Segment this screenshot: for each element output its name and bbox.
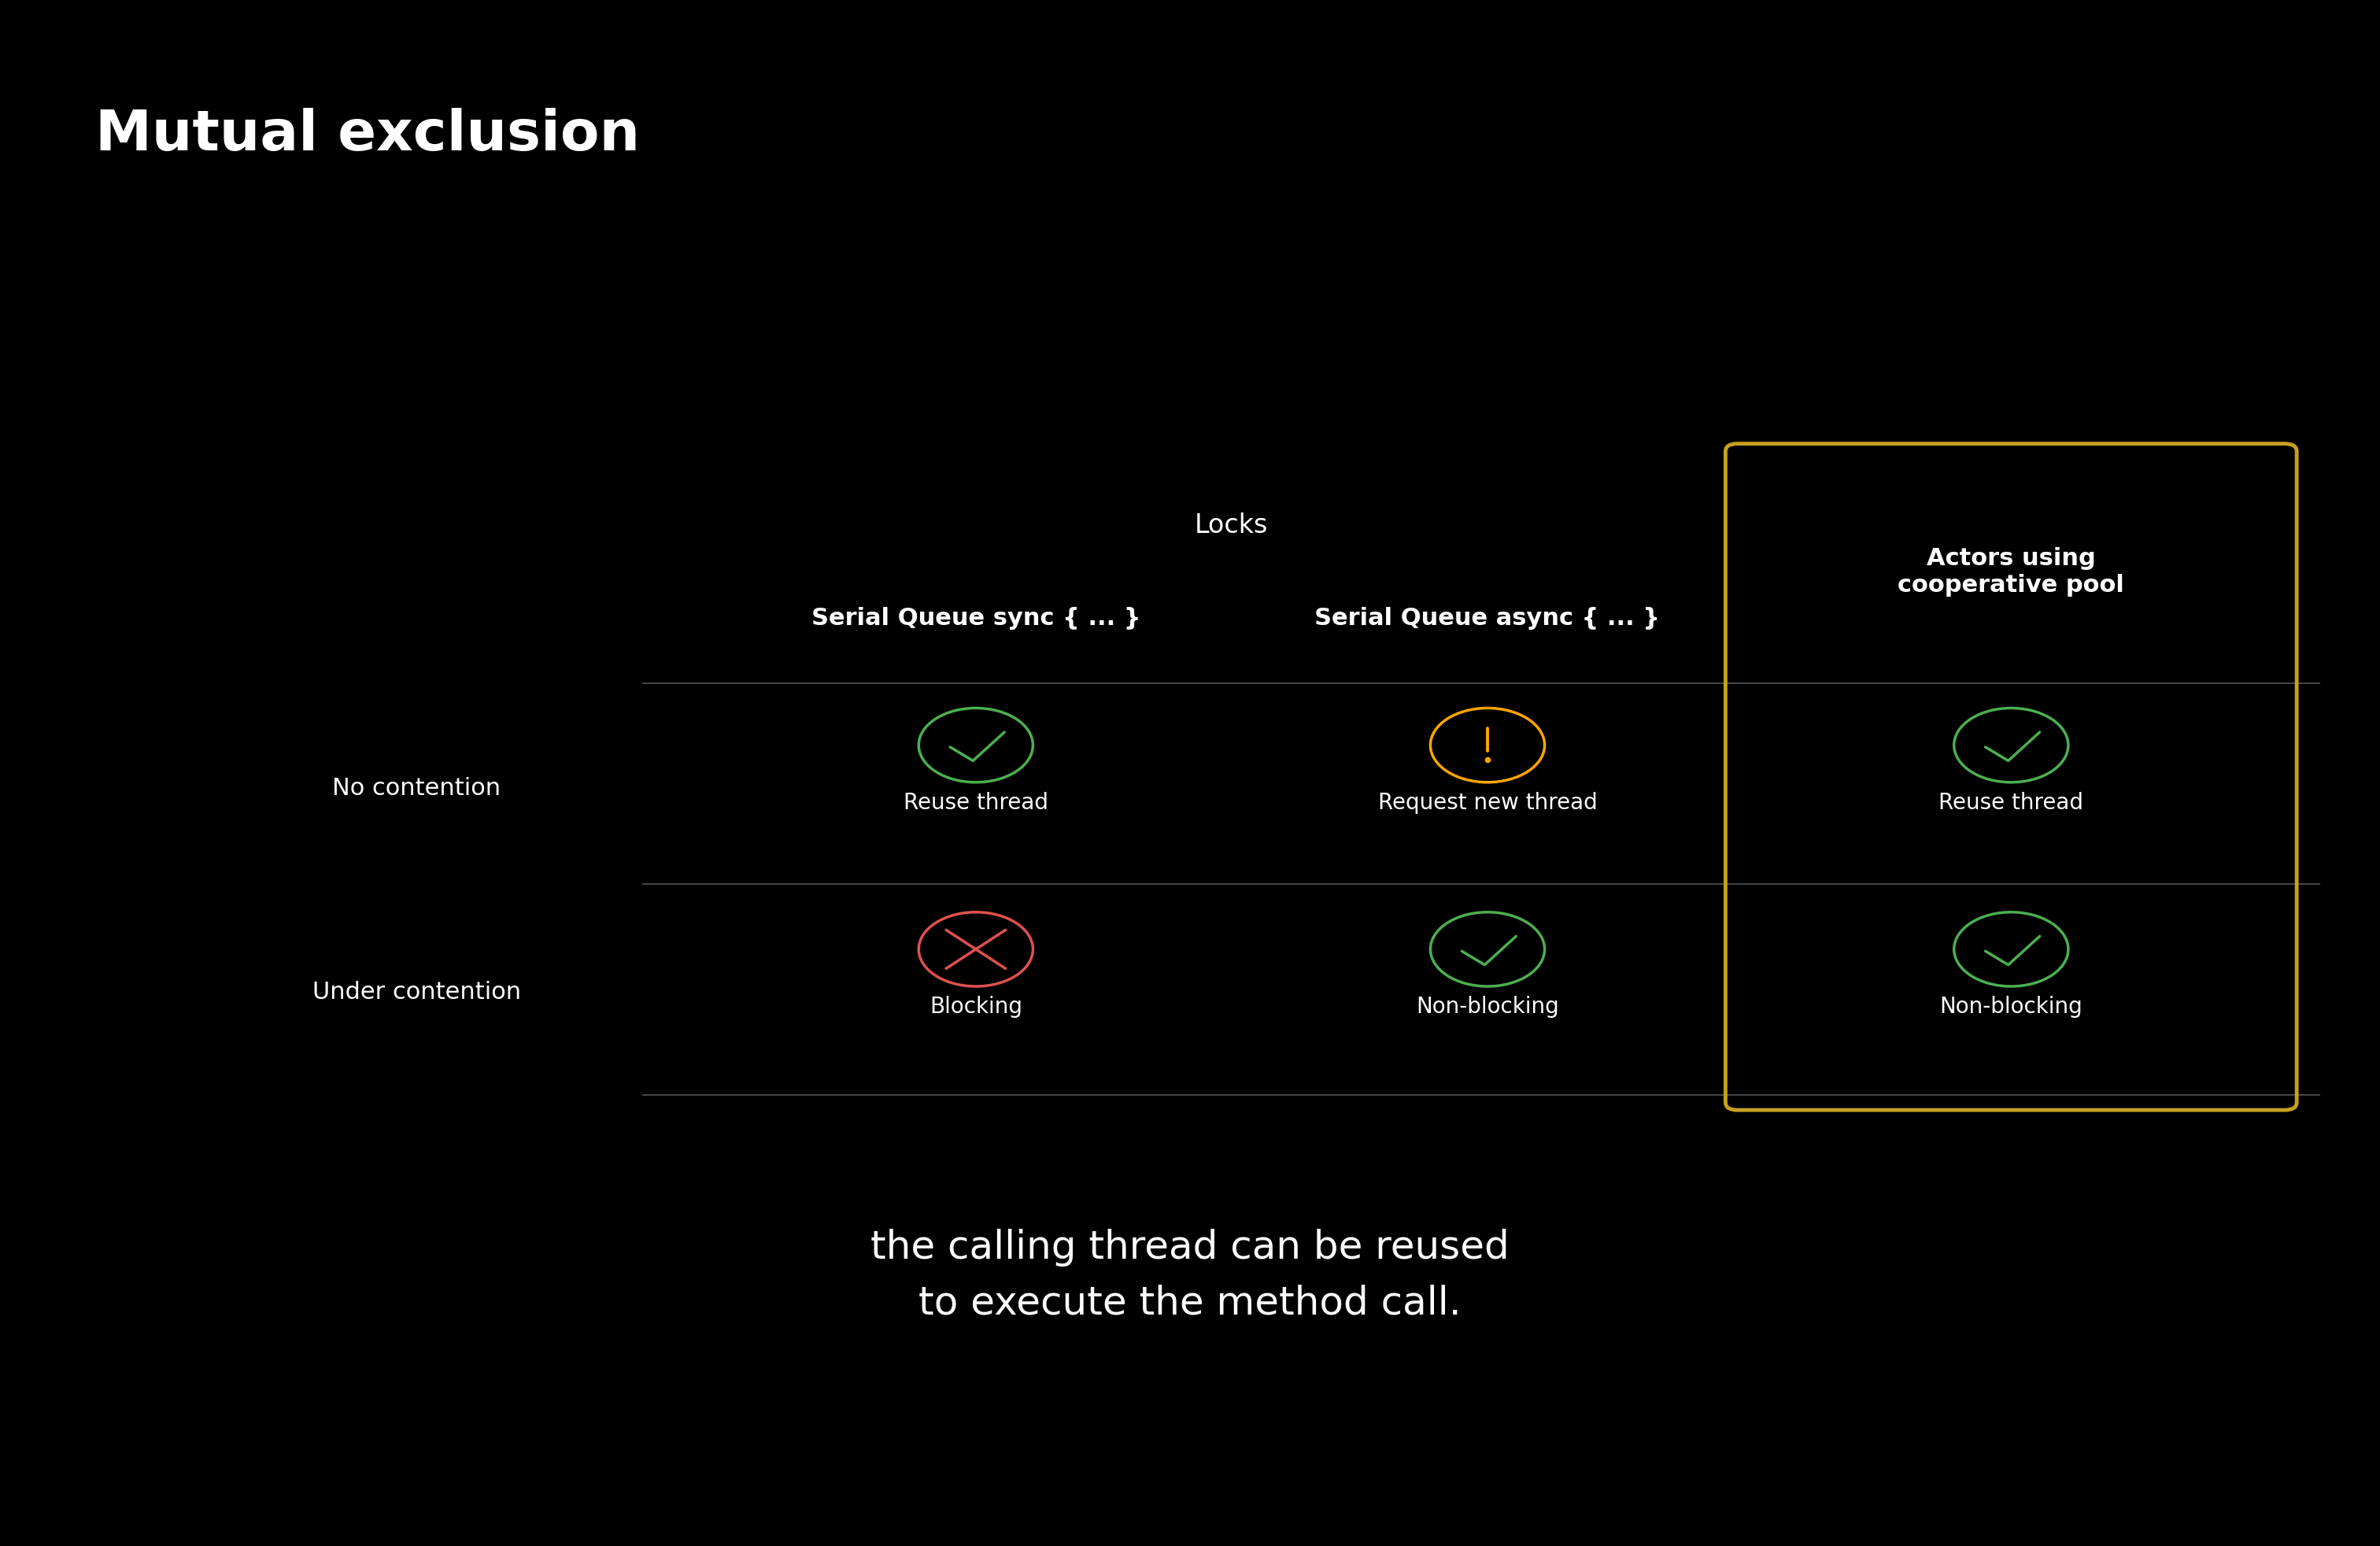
- Text: Serial Queue async { ... }: Serial Queue async { ... }: [1314, 608, 1661, 629]
- Text: Reuse thread: Reuse thread: [904, 792, 1047, 813]
- Text: Locks: Locks: [1195, 513, 1269, 538]
- Text: No contention: No contention: [333, 778, 500, 799]
- Text: Blocking: Blocking: [928, 996, 1023, 1017]
- Text: Non-blocking: Non-blocking: [1940, 996, 2082, 1017]
- Text: Actors using
cooperative pool: Actors using cooperative pool: [1897, 547, 2125, 597]
- Text: Serial Queue sync { ... }: Serial Queue sync { ... }: [812, 608, 1140, 629]
- Text: Mutual exclusion: Mutual exclusion: [95, 108, 640, 162]
- Text: Reuse thread: Reuse thread: [1940, 792, 2082, 813]
- Text: the calling thread can be reused
to execute the method call.: the calling thread can be reused to exec…: [871, 1229, 1509, 1322]
- Text: Under contention: Under contention: [312, 982, 521, 1003]
- Text: Request new thread: Request new thread: [1378, 792, 1597, 813]
- Text: Non-blocking: Non-blocking: [1416, 996, 1559, 1017]
